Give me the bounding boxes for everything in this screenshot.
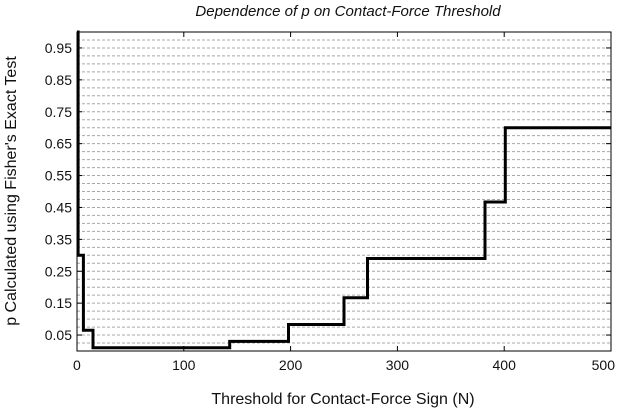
y-tick-label: 0.55	[45, 168, 72, 184]
x-tick-label: 200	[279, 357, 303, 373]
series-line	[76, 30, 611, 350]
x-axis-ticks: 0 100 200 300 400 500	[73, 32, 615, 373]
y-tick-label: 0.95	[45, 40, 72, 56]
series-group	[76, 30, 611, 350]
x-axis-label: Threshold for Contact-Force Sign (N)	[211, 391, 474, 408]
y-tick-label: 0.65	[45, 136, 72, 152]
y-axis-ticks: 0.05 0.15 0.25 0.35 0.45 0.55 0.65 0.75 0.85 0.95	[45, 40, 611, 343]
y-tick-label: 0.25	[45, 263, 72, 279]
y-tick-label: 0.45	[45, 199, 72, 215]
x-tick-label: 500	[592, 357, 616, 373]
x-tick-label: 300	[386, 357, 410, 373]
grid-lines	[77, 39, 611, 344]
y-tick-label: 0.05	[45, 327, 72, 343]
y-tick-label: 0.35	[45, 231, 72, 247]
y-tick-label: 0.85	[45, 72, 72, 88]
chart-title: Dependence of p on Contact-Force Thresho…	[195, 3, 501, 20]
x-tick-label: 100	[172, 357, 196, 373]
y-tick-label: 0.15	[45, 295, 72, 311]
x-tick-label: 0	[73, 357, 81, 373]
x-tick-label: 400	[493, 357, 517, 373]
y-axis-label: p Calculated using Fisher's Exact Test	[3, 56, 20, 326]
y-tick-label: 0.75	[45, 104, 72, 120]
